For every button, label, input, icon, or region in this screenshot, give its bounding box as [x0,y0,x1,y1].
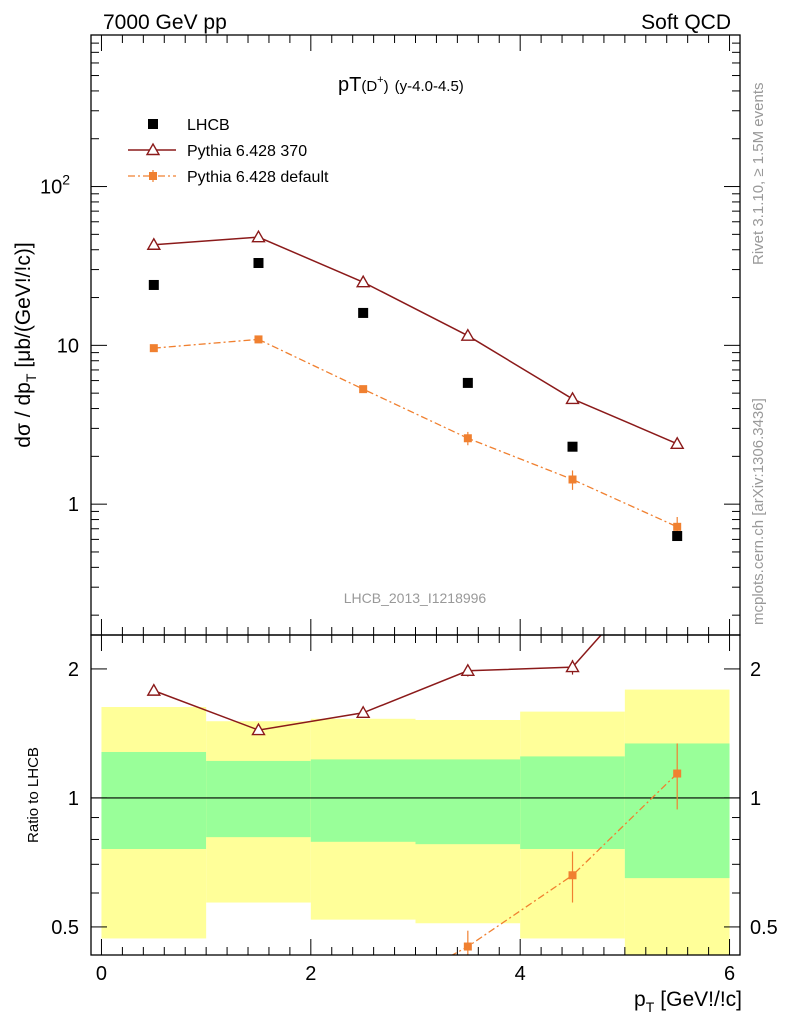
ratio-y-tick-label: 2 [68,659,79,681]
x-axis-label-unit: [GeV!/!c] [660,988,742,1011]
y-axis-label-main: dσ / dp [12,382,35,448]
mcplots-label: mcplots.cern.ch [arXiv:1306.3436] [750,398,767,625]
triangle-marker [145,142,161,156]
band-inner [101,751,207,850]
chart-title: pT(D+) (y-4.0-4.5) [338,74,464,96]
y-axis-label-unit: [μb/(GeV!/!c)] [12,242,35,367]
triangle-marker [355,705,371,719]
square-marker [568,475,577,484]
ratio-y-tick-label-right: 1 [750,788,761,810]
square-marker [358,307,369,318]
x-axis-label: pT [GeV!/!c] [634,988,742,1015]
x-tick-label: 4 [515,963,526,985]
x-axis-label-main: p [634,988,646,1011]
ratio-y-tick-label-right: 0.5 [750,917,778,939]
triangle-marker [251,722,266,736]
square-marker [672,531,683,542]
main-panel-series [146,229,685,542]
x-axis-label-sub: T [646,999,655,1015]
triangle-marker [251,229,266,243]
square-marker [359,385,368,394]
square-marker [567,441,578,452]
square-marker [150,964,158,972]
band-inner [206,760,311,838]
square-marker [253,258,264,269]
title-sup: + [377,74,383,86]
square-marker [463,434,472,443]
y-tick-label: 102 [40,172,70,199]
square-marker [149,344,158,353]
ratio-y-tick-label: 1 [68,788,79,810]
x-tick-label: 2 [305,963,316,985]
series-pythia-370-line [153,236,678,445]
ratio-panel-series [146,543,683,1008]
y-tick-label: 10 [57,335,79,357]
series-pythia-default-line [153,338,678,528]
triangle-marker [669,436,685,449]
triangle-marker [355,274,371,288]
square-marker [148,279,159,290]
triangle-marker [565,659,580,673]
rivet-label: Rivet 3.1.10, ≥ 1.5M events [750,83,767,266]
header-left: 7000 GeV pp [103,11,227,34]
analysis-id: LHCB_2013_I1218996 [344,590,487,606]
square-marker [254,1000,262,1008]
ratio-y-tick-label: 0.5 [51,917,79,939]
x-tick-label: 6 [724,963,735,985]
ratio-pythia-default-line [451,773,678,955]
triangle-marker [460,663,476,677]
legend-label: Pythia 6.428 default [187,169,329,186]
triangle-marker [671,543,683,554]
title-range: (y-4.0-4.5) [395,78,464,95]
triangle-marker [146,683,162,696]
square-marker [149,172,157,180]
ratio-pythia-370-line [153,635,603,731]
square-marker [462,377,473,388]
ratio-uncertainty-bands [101,689,730,955]
square-marker [254,335,263,344]
y-tick-label: 1 [68,494,79,516]
title-main: pT [338,74,361,96]
y-axis-label-sub: T [23,373,39,382]
square-marker [673,522,682,531]
square-marker [463,942,472,951]
band-inner [520,756,625,850]
square-marker [568,871,577,880]
band-inner [415,759,521,845]
ratio-y-tick-label-right: 2 [750,659,761,681]
header-right: Soft QCD [641,11,731,34]
title-particle: (D [361,78,377,95]
y-axis-label: dσ / dpT [μb/(GeV!/!c)] [12,242,39,447]
legend-label: LHCB [187,117,230,134]
x-tick-label: 0 [96,963,107,985]
square-marker [673,769,682,778]
ratio-y-axis-label: Ratio to LHCB [25,747,42,843]
triangle-marker [565,391,580,405]
square-marker [148,119,158,129]
data-series [146,229,685,1008]
legend: LHCB Pythia 6.428 370 Pythia 6.428 default [128,117,329,186]
triangle-marker [460,328,476,341]
legend-label: Pythia 6.428 370 [187,143,307,160]
band-inner [310,759,416,842]
square-marker [359,1000,367,1008]
y-tick-exponent: 2 [62,172,70,188]
axis-ticks: 0 2 4 6 1 10 102 0.5 0.5 1 1 2 2 [40,34,778,985]
title-close: ) [384,78,389,95]
triangle-marker [146,237,162,250]
